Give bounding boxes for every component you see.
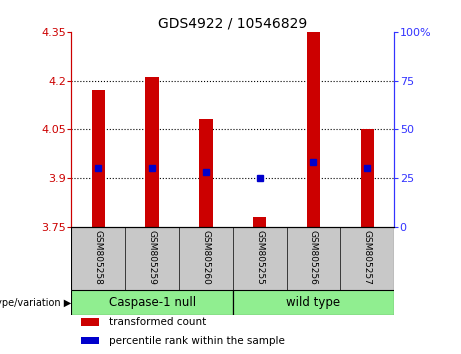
Bar [233, 290, 394, 315]
Bar [92, 90, 105, 227]
Bar [145, 77, 159, 227]
Text: Caspase-1 null: Caspase-1 null [109, 296, 195, 309]
Bar [361, 129, 374, 227]
Text: GSM805255: GSM805255 [255, 230, 264, 285]
Title: GDS4922 / 10546829: GDS4922 / 10546829 [158, 17, 307, 31]
Text: genotype/variation ▶: genotype/variation ▶ [0, 298, 71, 308]
Text: GSM805257: GSM805257 [363, 230, 372, 285]
Text: GSM805259: GSM805259 [148, 230, 157, 285]
Text: GSM805260: GSM805260 [201, 230, 210, 285]
Bar [71, 290, 233, 315]
Text: transformed count: transformed count [109, 317, 206, 327]
Bar [199, 119, 213, 227]
Bar [253, 217, 266, 227]
Bar [81, 318, 99, 326]
Text: GSM805258: GSM805258 [94, 230, 103, 285]
Text: percentile rank within the sample: percentile rank within the sample [109, 336, 284, 346]
Text: wild type: wild type [286, 296, 341, 309]
Bar [81, 337, 99, 344]
Text: GSM805256: GSM805256 [309, 230, 318, 285]
Bar [307, 32, 320, 227]
